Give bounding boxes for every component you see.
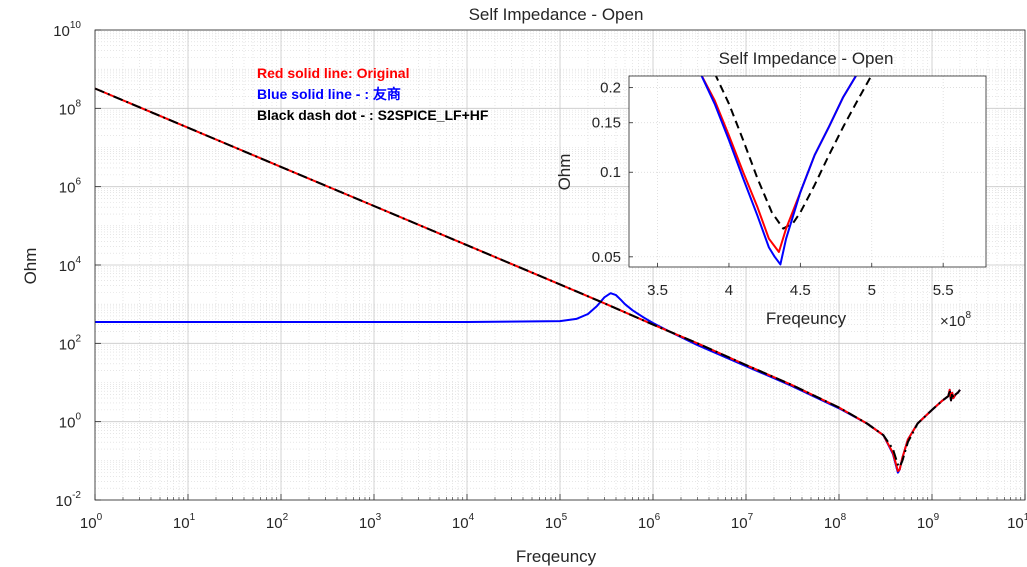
inset-x-exponent-label: ×108 <box>940 310 971 330</box>
inset-x-axis-label: Freqeuncy <box>766 309 847 328</box>
inset-axes-box <box>628 75 987 268</box>
x-tick-label: 105 <box>545 512 568 532</box>
x-tick-label: 102 <box>266 512 289 532</box>
inset-series-layer <box>700 76 873 266</box>
x-tick-label: 107 <box>731 512 754 532</box>
inset-y-tick-label: 0.15 <box>592 115 621 132</box>
main-y-tick-labels: 10-2 100 102 104 106 108 1010 <box>53 20 81 510</box>
inset-x-tick-labels: 3.5 4 4.5 5 5.5 <box>647 282 953 299</box>
main-chart-title: Self Impedance - Open <box>469 5 644 24</box>
inset-y-tick-labels: 0.05 0.1 0.15 0.2 <box>592 80 621 266</box>
inset-grid <box>629 76 986 267</box>
inset-tick-marks <box>629 87 944 267</box>
inset-series-line-2 <box>714 76 873 230</box>
y-tick-label: 106 <box>59 177 82 197</box>
inset-x-tick-label: 3.5 <box>647 282 668 299</box>
x-tick-label: 1010 <box>1007 512 1027 532</box>
inset-x-tick-label: 5 <box>868 282 876 299</box>
x-tick-label: 100 <box>80 512 103 532</box>
y-tick-label: 104 <box>59 255 82 275</box>
y-tick-label: 102 <box>59 333 82 353</box>
main-series-line-2 <box>94 87 961 468</box>
x-tick-label: 104 <box>452 512 475 532</box>
inset-x-tick-label: 4 <box>725 282 733 299</box>
x-tick-label: 106 <box>638 512 661 532</box>
annotation-black-s2spice: Black dash dot - : S2SPICE_LF+HF <box>257 107 489 123</box>
inset-x-tick-label: 4.5 <box>790 282 811 299</box>
annotation-blue-competitor: Blue solid line - : 友商 <box>257 86 401 102</box>
inset-y-axis-label: Ohm <box>555 154 574 191</box>
main-series-layer <box>94 87 961 474</box>
x-tick-label: 101 <box>173 512 196 532</box>
inset-y-tick-label: 0.2 <box>600 80 621 97</box>
y-tick-label: 100 <box>59 412 82 432</box>
y-tick-label: 10-2 <box>55 490 81 510</box>
inset-y-tick-label: 0.05 <box>592 249 621 266</box>
inset-chart-title: Self Impedance - Open <box>719 49 894 68</box>
x-tick-label: 108 <box>824 512 847 532</box>
main-y-axis-label: Ohm <box>21 248 40 285</box>
main-x-tick-labels: 100 101 102 103 104 105 106 107 108 109 1010 <box>80 512 1027 532</box>
x-tick-label: 103 <box>359 512 382 532</box>
annotation-red-original: Red solid line: Original <box>257 65 409 81</box>
main-x-axis-label: Freqeuncy <box>516 547 597 566</box>
inset-axes: 3.5 4 4.5 5 5.5 0.05 0.1 0.15 0.2 Self Impedanc… <box>555 49 987 330</box>
x-tick-label: 109 <box>917 512 940 532</box>
inset-series-line-1 <box>700 76 858 266</box>
inset-x-tick-label: 5.5 <box>933 282 954 299</box>
main-tick-marks <box>94 29 1026 501</box>
y-tick-label: 108 <box>59 98 82 118</box>
y-tick-label: 1010 <box>53 20 81 40</box>
inset-y-tick-label: 0.1 <box>600 164 621 181</box>
